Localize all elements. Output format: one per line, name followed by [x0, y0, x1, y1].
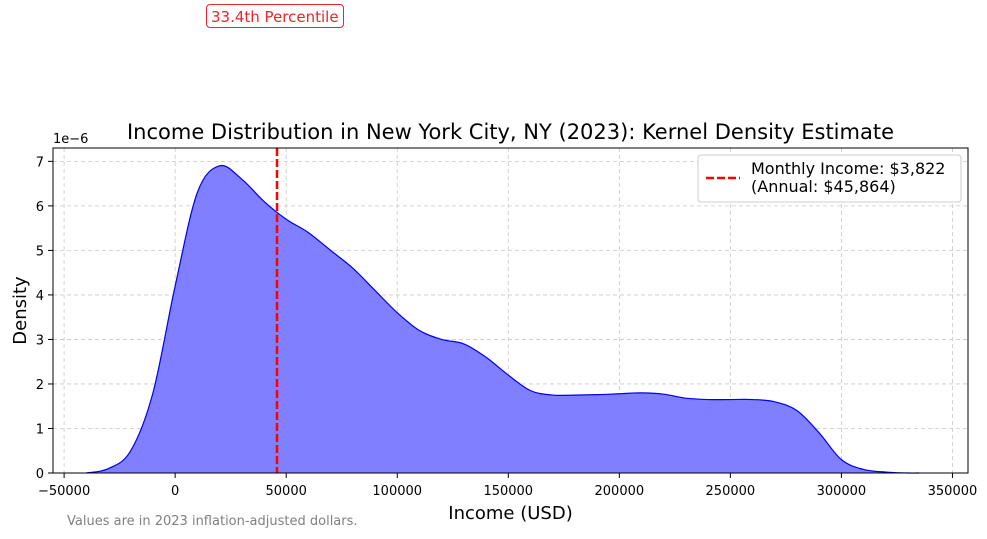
plot-frame	[52, 147, 969, 474]
density-area	[86, 165, 920, 474]
x-tick-label: 350000	[928, 484, 978, 499]
chart-title: Income Distribution in New York City, NY…	[127, 120, 894, 144]
x-tick-label: 300000	[817, 484, 867, 499]
y-axis-label: Density	[10, 276, 31, 345]
y-tick-label: 1	[36, 422, 44, 437]
y-tick-label: 6	[36, 200, 44, 215]
y-tick-label: 3	[36, 333, 44, 348]
y-offset-label: 1e−6	[53, 132, 88, 147]
legend-label: Monthly Income: $3,822	[751, 159, 945, 178]
x-tick-label: 150000	[483, 484, 533, 499]
y-tick-label: 7	[36, 155, 44, 170]
y-tick-label: 5	[36, 244, 44, 259]
footnote: Values are in 2023 inflation-adjusted do…	[67, 514, 358, 529]
y-tick-label: 2	[36, 378, 44, 393]
x-tick-label: 200000	[595, 484, 645, 499]
x-tick-label: 250000	[706, 484, 756, 499]
density-curve	[86, 164, 920, 474]
x-axis-label: Income (USD)	[448, 503, 572, 524]
legend-box	[697, 154, 962, 203]
percentile-badge: 33.4th Percentile	[206, 4, 344, 28]
x-tick-label: 50000	[266, 484, 307, 499]
x-tick-label: 0	[171, 484, 179, 499]
x-tick-label: 100000	[372, 484, 422, 499]
y-tick-label: 4	[36, 289, 44, 304]
x-tick-label: −50000	[38, 484, 90, 499]
y-tick-label: 0	[36, 467, 44, 482]
legend-label: (Annual: $45,864)	[751, 177, 896, 196]
